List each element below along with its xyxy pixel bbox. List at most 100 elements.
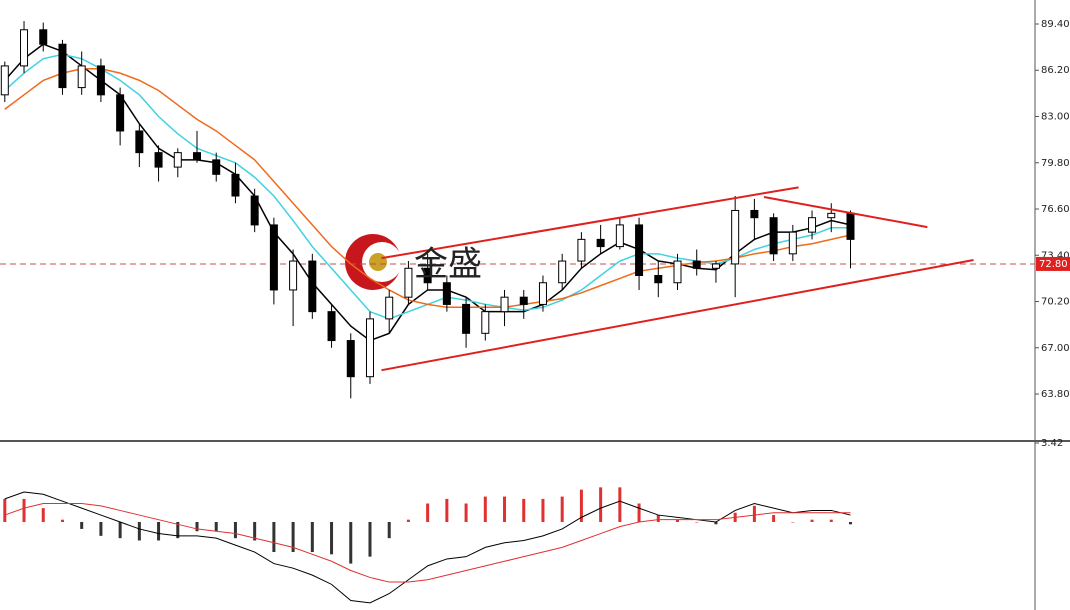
histogram-bar [791, 521, 795, 523]
histogram-bar [3, 498, 7, 522]
candle-body [615, 224, 624, 248]
y-tick-label: 83.00 [1041, 112, 1070, 123]
histogram-bar [41, 508, 45, 522]
histogram-bar [618, 487, 622, 522]
histogram-bar [60, 519, 64, 522]
candle-body [769, 217, 778, 255]
logo-text: 金盛 [414, 245, 482, 285]
candle-body [77, 65, 86, 89]
y-tick-label: 86.20 [1041, 65, 1070, 76]
histogram-bar [464, 503, 468, 522]
histogram-bar [99, 521, 103, 536]
histogram-bar [118, 521, 122, 539]
y-tick-label: 73.40 [1041, 250, 1070, 261]
y-tick-label: 79.80 [1041, 158, 1070, 169]
histogram-bar [253, 521, 257, 541]
histogram-bar [406, 519, 410, 522]
candle-body [365, 318, 374, 378]
histogram-bar [195, 521, 199, 532]
histogram-bar [599, 487, 603, 522]
logo-dot [369, 253, 387, 271]
candle-body [385, 296, 394, 320]
candle-body [193, 152, 202, 161]
histogram-bar [291, 521, 295, 553]
candle-body [20, 29, 29, 67]
candle-body [462, 303, 471, 334]
histogram-bar [330, 521, 334, 555]
candle-body [58, 43, 67, 89]
histogram-bar [637, 503, 641, 522]
candle-body [481, 311, 490, 334]
y-tick-label: 3.42 [1041, 438, 1063, 449]
candle-body [346, 340, 355, 378]
candle-body [558, 260, 567, 284]
candle-body [846, 212, 855, 240]
histogram-bar [368, 521, 372, 557]
candle-body [635, 224, 644, 277]
histogram-bar [137, 521, 141, 541]
histogram-bar [157, 521, 161, 541]
candle-body [519, 296, 528, 305]
candle-body [212, 159, 221, 175]
y-tick-label: 63.80 [1041, 389, 1070, 400]
trend-line [763, 196, 928, 229]
histogram-bar [80, 521, 84, 529]
histogram-bar [714, 521, 718, 525]
candle-body [135, 130, 144, 154]
candle-body [788, 231, 797, 255]
macd-line [4, 503, 851, 583]
histogram-bar [829, 519, 833, 522]
candle-body [39, 29, 48, 45]
histogram-bar [772, 515, 776, 522]
histogram-bar [810, 519, 814, 522]
candle-body [731, 209, 740, 265]
candle-body [308, 260, 317, 313]
candle-body [289, 260, 298, 291]
candle-body [827, 212, 836, 219]
trend-line [381, 259, 974, 372]
histogram-bar [483, 496, 487, 522]
candle-body [808, 217, 817, 233]
y-tick-label: 76.60 [1041, 204, 1070, 215]
histogram-bar [233, 521, 237, 539]
y-tick-label: 70.20 [1041, 297, 1070, 308]
candle-body [269, 224, 278, 291]
logo [345, 234, 402, 290]
candle-body [500, 296, 509, 313]
histogram-bar [522, 498, 526, 522]
price-tag [1036, 256, 1070, 271]
histogram-bar [676, 519, 680, 522]
histogram-bar [560, 496, 564, 522]
candle-body [173, 152, 182, 168]
histogram-bar [176, 521, 180, 539]
candle-body [231, 173, 240, 197]
histogram-bar [656, 515, 660, 522]
candle-body [442, 282, 451, 305]
histogram-bar [541, 498, 545, 522]
moving-average [4, 68, 851, 309]
candle-body [577, 238, 586, 262]
candle-body [692, 260, 701, 269]
histogram-bar [695, 521, 699, 523]
histogram-bar [349, 521, 353, 564]
histogram-bar [503, 496, 507, 522]
histogram-bar [310, 521, 314, 553]
candle-body [404, 267, 413, 298]
candle-body [673, 260, 682, 284]
candle-body [154, 152, 163, 168]
histogram-bar [272, 521, 276, 553]
histogram-bar [579, 489, 583, 522]
candle-body [423, 267, 432, 284]
candle-body [654, 275, 663, 284]
histogram-bar [445, 498, 449, 522]
histogram-bar [426, 503, 430, 522]
candle-body [596, 238, 605, 248]
candle-body [750, 209, 759, 219]
candle-body [327, 311, 336, 342]
candle-body [116, 94, 125, 132]
candle-body [711, 263, 720, 269]
candle-body [96, 65, 105, 96]
price-label: 72.80 [1039, 259, 1068, 270]
y-tick-label: 67.00 [1041, 343, 1070, 354]
